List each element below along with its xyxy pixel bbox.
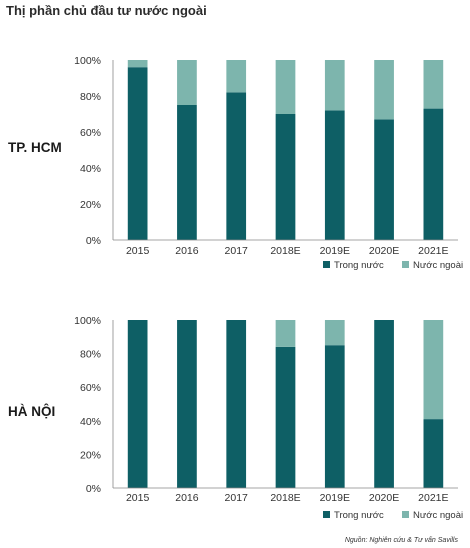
y-tick-label: 80% [80,349,101,361]
bar-domestic [177,105,197,240]
y-tick-label: 100% [74,55,101,67]
bar-domestic [127,67,148,240]
y-tick-label: 100% [74,315,101,327]
legend-label: Trong nước [334,260,384,271]
bar-foreign [324,320,345,346]
y-tick-label: 40% [80,163,101,175]
y-tick-label: 0% [86,483,101,495]
y-tick-label: 60% [80,382,101,394]
legend-label: Nước ngoài [413,260,463,271]
bar-foreign [127,60,148,68]
legend-label: Nước ngoài [413,510,463,521]
x-tick-label: 2019E [320,245,350,257]
bar-domestic [275,346,296,488]
bar-foreign [423,60,444,109]
y-tick-label: 80% [80,91,101,103]
bar-domestic [374,119,394,240]
legend-label: Trong nước [334,510,384,521]
y-tick-label: 60% [80,127,101,139]
y-tick-label: 20% [80,449,101,461]
legend-swatch [323,511,330,518]
x-tick-label: 2015 [126,245,150,257]
x-tick-label: 2017 [225,245,249,257]
bar-domestic [374,320,394,488]
bar-domestic [226,320,247,488]
chart-2-city-label: HÀ NỘI [8,404,56,419]
bar-domestic [127,320,148,488]
chart-1-city-label: TP. HCM [8,140,62,155]
legend-swatch [402,261,409,268]
x-tick-label: 2020E [369,245,399,257]
bar-domestic [324,110,345,241]
bar-domestic [177,320,197,488]
x-tick-label: 2018E [270,492,300,504]
x-tick-label: 2020E [369,492,399,504]
y-tick-label: 20% [80,199,101,211]
bar-foreign [324,60,345,111]
chart-hcm: 0% 20% 40% 60% 80% 100% 2015 2016 2017 2018E 2019E… [74,55,463,271]
x-tick-label: 2017 [225,492,249,504]
x-tick-label: 2021E [418,492,448,504]
bar-domestic [423,419,444,488]
x-tick-label: 2016 [175,492,199,504]
source-note: Nguồn: Nghiên cứu & Tư vấn Savills [344,537,458,544]
y-tick-label: 0% [86,235,101,247]
bar-foreign [423,320,444,420]
x-tick-label: 2018E [270,245,300,257]
bar-foreign [374,60,394,120]
bar-domestic [423,108,444,240]
x-tick-label: 2015 [126,492,150,504]
legend-swatch [402,511,409,518]
legend-swatch [323,261,330,268]
page-title: Thị phần chủ đầu tư nước ngoài [6,3,207,18]
bar-foreign [275,60,296,114]
bar-domestic [275,114,296,240]
bar-foreign [275,320,296,347]
x-tick-label: 2019E [320,492,350,504]
bar-domestic [324,345,345,488]
bar-domestic [226,92,247,241]
x-tick-label: 2016 [175,245,199,257]
x-tick-label: 2021E [418,245,448,257]
y-tick-label: 40% [80,416,101,428]
bar-foreign [177,60,197,105]
bar-foreign [226,60,247,93]
chart-hanoi: 0% 20% 40% 60% 80% 100% 2015 2016 2017 2018E 2019E… [74,315,463,521]
